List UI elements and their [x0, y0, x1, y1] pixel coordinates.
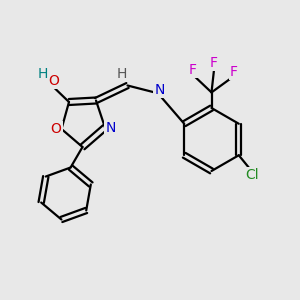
Text: H: H	[117, 67, 127, 81]
Text: O: O	[49, 74, 59, 88]
Text: F: F	[189, 63, 197, 77]
Text: H: H	[38, 67, 48, 81]
Text: N: N	[154, 83, 165, 97]
Text: F: F	[210, 56, 218, 70]
Text: F: F	[230, 65, 238, 79]
Text: N: N	[105, 121, 116, 134]
Text: O: O	[51, 122, 62, 136]
Text: Cl: Cl	[245, 168, 259, 182]
